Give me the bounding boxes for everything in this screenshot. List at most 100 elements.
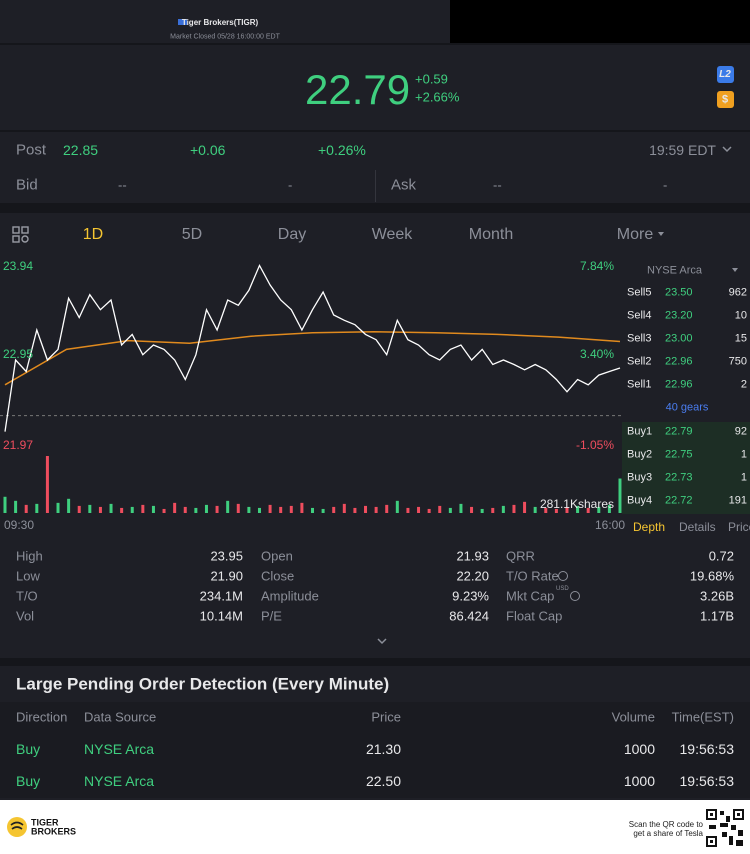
book-price: 23.50 (665, 286, 693, 299)
stat-value: 3.26B (700, 588, 734, 604)
period-tab[interactable]: More (616, 226, 654, 243)
y-tick-label: 21.97 (3, 438, 34, 452)
stat-label: Vol (16, 608, 35, 624)
book-price: 22.73 (665, 471, 693, 484)
average-line (4, 331, 621, 386)
volume-bar (618, 478, 622, 513)
stat-value: 21.93 (456, 548, 489, 564)
volume-bar (427, 508, 431, 513)
volume-bar (279, 506, 283, 513)
promo-text: get a share of Tesla (633, 829, 703, 838)
volume-bar (257, 507, 261, 513)
y-tick-label: 22.95 (3, 347, 34, 361)
book-level: Sell5 (627, 286, 652, 299)
volume-bar (77, 505, 81, 513)
volume-bar (120, 507, 124, 513)
volume-bar (247, 506, 251, 513)
volume-bar (226, 500, 230, 513)
pending-table-bg (0, 702, 750, 798)
divider (375, 170, 376, 202)
volume-bar (544, 507, 548, 513)
volume-bar (45, 456, 49, 513)
volume-bar (565, 506, 569, 513)
table-cell: NYSE Arca (84, 773, 155, 789)
buy-book-bg (622, 422, 750, 514)
book-gears[interactable]: 40 gears (665, 401, 709, 414)
period-tab[interactable]: 5D (181, 226, 203, 243)
dropdown-icon (732, 268, 738, 272)
volume-bar (554, 508, 558, 513)
table-cell: 19:56:53 (679, 741, 735, 757)
table-cell: Buy (16, 741, 41, 757)
book-level: Buy3 (627, 471, 653, 484)
book-qty: 191 (728, 494, 747, 507)
stat-label: High (16, 548, 43, 564)
volume-bar (289, 505, 293, 513)
volume-bar (56, 502, 60, 513)
chevron-icon (722, 146, 732, 153)
volume-bar (173, 502, 177, 513)
volume-bar (236, 503, 240, 513)
volume-bar (353, 507, 357, 513)
stat-label: P/E (261, 608, 282, 624)
book-qty: 92 (734, 425, 747, 438)
stat-value: 19.68% (689, 568, 734, 584)
volume-bar (364, 505, 368, 513)
volume-bar (24, 504, 28, 513)
volume-bar (88, 504, 92, 513)
volume-bar (162, 508, 166, 513)
volume-bar (459, 503, 463, 513)
stat-label: Open (261, 548, 293, 564)
period-tab[interactable]: 1D (82, 226, 104, 243)
book-level: Sell1 (627, 378, 652, 391)
dropdown-icon (658, 232, 664, 236)
table-cell: 21.30 (365, 741, 401, 757)
book-tab[interactable]: Details (679, 520, 716, 534)
stat-value: 1.17B (700, 608, 734, 624)
volume-bar (406, 507, 410, 513)
price-change: +0.59 (415, 71, 448, 87)
period-tab[interactable]: Day (277, 226, 307, 243)
footer (0, 800, 750, 854)
stat-value: 86.424 (449, 608, 489, 624)
grid-icon[interactable] (12, 226, 30, 244)
post-time[interactable]: 19:59 EDT (649, 142, 716, 158)
book-tab[interactable]: Price (728, 520, 750, 534)
section-title: Large Pending Order Detection (Every Min… (16, 674, 390, 694)
dollar-icon[interactable] (717, 91, 734, 108)
stat-label: Amplitude (261, 588, 319, 604)
promo-text: Scan the QR code to (628, 820, 703, 829)
divider (0, 203, 750, 213)
dollar-label: $ (721, 93, 729, 106)
y-tick-label: 23.94 (3, 259, 34, 273)
book-level: Buy4 (627, 494, 653, 507)
volume-bar (194, 507, 198, 513)
flag-icon (178, 19, 187, 25)
period-tab[interactable]: Month (468, 226, 514, 243)
volume-bar (98, 506, 102, 513)
stat-label: Float Cap (506, 608, 563, 624)
period-tab[interactable]: Week (371, 226, 413, 243)
volume-bar (374, 506, 378, 513)
title-bar (0, 0, 450, 43)
pct-tick-label: -1.05% (575, 438, 614, 452)
expand-icon (377, 638, 387, 645)
volume-bar (35, 503, 39, 513)
stat-label: QRR (506, 548, 535, 564)
volume-bar (151, 505, 155, 513)
book-qty: 2 (740, 378, 747, 391)
stat-value: 21.90 (210, 568, 243, 584)
table-header: Price (371, 709, 401, 725)
post-change-pct: +0.26% (318, 142, 366, 158)
venue-selector[interactable]: NYSE Arca (647, 264, 703, 277)
logo-text: BROKERS (31, 826, 77, 837)
x-tick-label: 09:30 (4, 518, 35, 532)
l2-icon[interactable] (717, 66, 734, 83)
book-tab[interactable]: Depth (633, 520, 666, 534)
book-price: 23.00 (665, 332, 693, 345)
volume-bar (395, 500, 399, 513)
stat-value: 9.23% (452, 588, 489, 604)
table-header: Volume (611, 709, 655, 725)
volume-bar (14, 500, 18, 513)
